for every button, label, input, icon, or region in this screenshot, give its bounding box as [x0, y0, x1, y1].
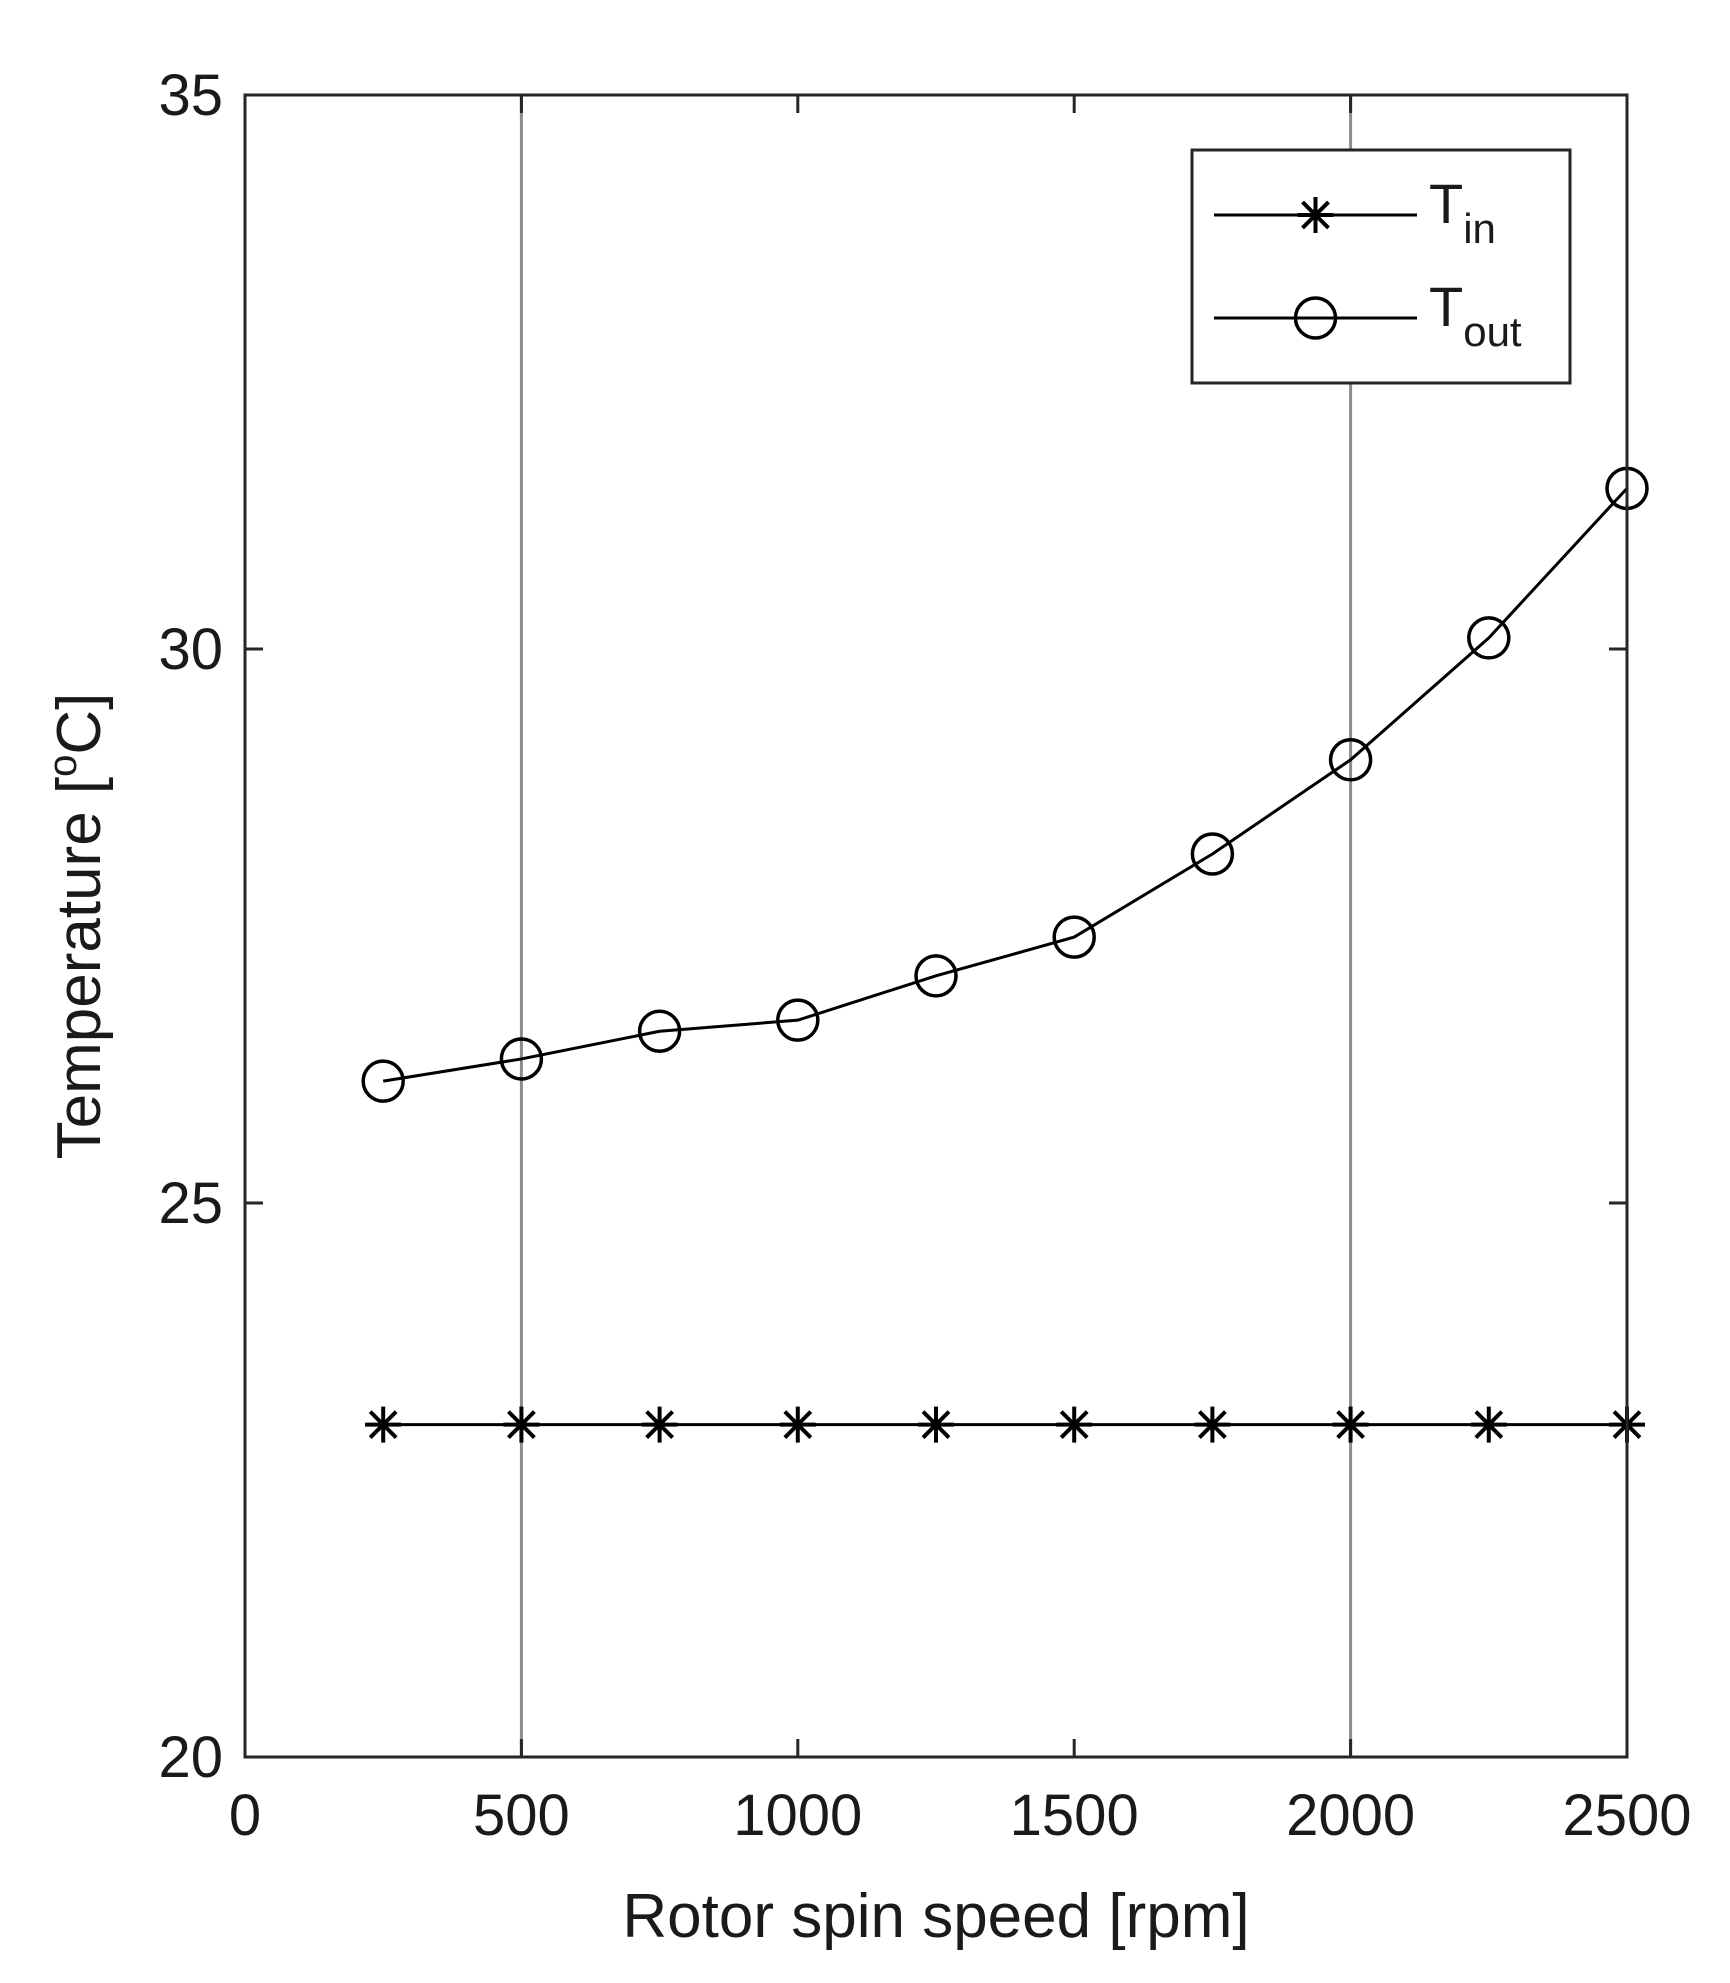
data-point-tin	[365, 1406, 402, 1443]
legend-marker-tout	[1293, 296, 1338, 340]
tick-labels: 0 500 1000 1500 2000 2500 20 25 30 35	[158, 63, 1691, 1848]
data-point-tin	[918, 1406, 954, 1443]
legend-label-tin-main: T	[1429, 172, 1463, 235]
x-tick-label: 1000	[733, 1783, 862, 1848]
series-layer	[361, 466, 1649, 1443]
y-tick-label: 25	[158, 1171, 223, 1236]
data-point-tout	[776, 998, 820, 1042]
y-tick-label: 35	[158, 63, 223, 128]
data-point-tout	[1328, 738, 1373, 782]
data-point-tin	[1470, 1406, 1507, 1443]
x-tick-label: 1500	[1010, 1783, 1139, 1848]
data-point-tin	[779, 1406, 816, 1443]
x-tick-label: 0	[229, 1783, 261, 1848]
y-axis-label: Temperature [oC]	[41, 693, 114, 1160]
data-point-tout	[914, 954, 958, 998]
x-tick-label: 2000	[1286, 1783, 1415, 1848]
legend-marker-asterisk	[1297, 197, 1334, 233]
y-tick-label: 20	[158, 1725, 223, 1790]
legend-marker-tin	[1297, 197, 1334, 233]
y-tick-label: 30	[158, 617, 223, 682]
data-point-tout	[1052, 915, 1096, 959]
x-tick-label: 500	[473, 1783, 570, 1848]
data-point-tin	[503, 1406, 540, 1443]
data-point-tout	[637, 1009, 682, 1054]
data-point-tout	[1467, 616, 1511, 660]
data-point-tin	[641, 1406, 678, 1443]
legend-label-tin-sub: in	[1463, 205, 1496, 252]
legend-label-tout-sub: out	[1463, 308, 1522, 355]
data-point-tin	[1056, 1406, 1093, 1443]
legend-box	[1190, 148, 1572, 385]
y-axis-label-main: Temperature [	[45, 777, 114, 1160]
data-point-tin	[1332, 1406, 1369, 1443]
legend-label-tin: Tin	[1429, 172, 1496, 252]
data-point-tout	[499, 1037, 544, 1081]
x-axis-label: Rotor spin speed [rpm]	[622, 1882, 1249, 1951]
x-tick-label: 2500	[1562, 1783, 1691, 1848]
y-axis-label-degree: o	[41, 755, 85, 777]
data-point-tin	[1194, 1406, 1231, 1443]
legend-label-tout-main: T	[1429, 275, 1463, 338]
legend-marker-circle	[1293, 296, 1338, 340]
legend: Tin Tout	[1190, 148, 1572, 385]
y-axis-label-unit: C]	[45, 693, 114, 755]
legend-label-tout: Tout	[1429, 275, 1522, 355]
data-point-tout	[361, 1059, 405, 1103]
series-line-tout	[382, 487, 1629, 1083]
plot-area-frame	[243, 93, 1629, 1759]
data-point-tout	[1190, 832, 1235, 876]
